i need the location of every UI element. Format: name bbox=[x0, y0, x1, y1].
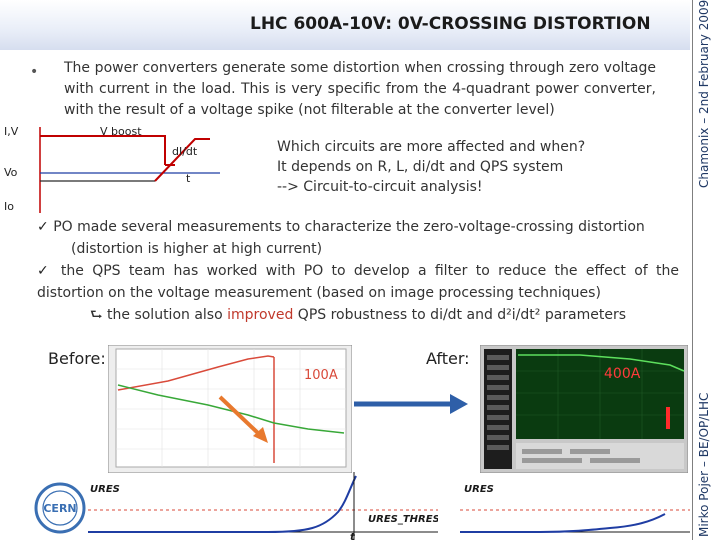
voltage-trace bbox=[40, 135, 166, 165]
cern-logo-text: CERN bbox=[43, 502, 76, 515]
waveform-after: URES bbox=[460, 484, 690, 533]
side-text-event: Chamonix – 2nd February 2009 bbox=[697, 0, 711, 188]
arrow-icon: ⮑ bbox=[89, 307, 103, 323]
cern-logo-icon: CERN bbox=[34, 482, 86, 534]
point-1-note: (distortion is higher at high current) bbox=[71, 241, 323, 257]
title-band bbox=[0, 0, 690, 50]
label-vboost: V boost bbox=[100, 125, 142, 138]
wave1-threshold-label: URES_THRESHOLD bbox=[368, 514, 438, 525]
wave1-time-label: t bbox=[350, 532, 356, 540]
wave1-label: URES bbox=[90, 484, 120, 495]
after-plot-panel bbox=[516, 443, 684, 469]
wave2-label: URES bbox=[464, 484, 494, 495]
question-line-1: Which circuits are more affected and whe… bbox=[277, 139, 586, 155]
point-3-highlight: improved bbox=[227, 307, 294, 323]
check-icon: ✓ bbox=[37, 263, 53, 279]
point-2: ✓ the QPS team has worked with PO to dev… bbox=[37, 260, 679, 304]
after-plot-label: 400A bbox=[604, 366, 641, 382]
before-red-curve bbox=[117, 355, 275, 391]
after-green-curve bbox=[518, 354, 685, 372]
question-line-2: It depends on R, L, di/dt and QPS system bbox=[277, 159, 564, 175]
after-plot-sidebar-items bbox=[487, 355, 509, 450]
after-plot: 400A bbox=[480, 345, 688, 473]
points-list: ✓ PO made several measurements to charac… bbox=[37, 216, 679, 326]
after-plot-grid bbox=[516, 349, 684, 439]
intro-paragraph: The power converters generate some disto… bbox=[64, 60, 656, 118]
wave2-trace bbox=[460, 513, 666, 533]
point-1: ✓ PO made several measurements to charac… bbox=[37, 216, 679, 238]
slide-title: LHC 600A-10V: 0V-CROSSING DISTORTION bbox=[250, 14, 651, 34]
label-didt: dI/dt bbox=[172, 145, 198, 158]
before-green-curve bbox=[117, 384, 345, 434]
question-line-3: --> Circuit-to-circuit analysis! bbox=[277, 179, 483, 195]
after-label: After: bbox=[426, 349, 470, 368]
point-1-text: PO made several measurements to characte… bbox=[53, 219, 645, 235]
question-block: Which circuits are more affected and whe… bbox=[277, 137, 637, 197]
side-text-author: Mirko Pojer – BE/OP/LHC bbox=[697, 392, 711, 537]
point-2-text: the QPS team has worked with PO to devel… bbox=[37, 263, 679, 301]
current-ramp bbox=[154, 138, 210, 182]
after-plot-panel-items bbox=[522, 449, 640, 463]
label-vo: Vo bbox=[4, 166, 18, 179]
bullet-marker: • bbox=[30, 64, 39, 80]
label-iv: I,V bbox=[4, 125, 19, 138]
before-pointer-head bbox=[253, 427, 268, 443]
point-3-pre: the solution also bbox=[107, 307, 223, 323]
before-plot: 100A bbox=[108, 345, 352, 473]
label-io: Io bbox=[4, 200, 14, 213]
point-3-post: QPS robustness to di/dt and d²i/dt² para… bbox=[297, 307, 627, 323]
point-3: ⮑ the solution also improved QPS robustn… bbox=[37, 304, 679, 326]
wave1-trace bbox=[88, 475, 357, 533]
before-pointer-shaft bbox=[218, 395, 262, 437]
waveform-before: URES URES_THRESHOLD t bbox=[88, 472, 438, 540]
side-divider bbox=[692, 0, 693, 540]
zero-crossing-diagram: I,V V boost dI/dt Vo t Io bbox=[4, 125, 220, 213]
before-after-arrow bbox=[354, 394, 468, 414]
check-icon: ✓ bbox=[37, 219, 49, 235]
before-plot-label: 100A bbox=[304, 368, 338, 383]
before-label: Before: bbox=[48, 349, 106, 368]
before-plot-grid bbox=[116, 349, 346, 467]
label-t: t bbox=[186, 172, 191, 185]
